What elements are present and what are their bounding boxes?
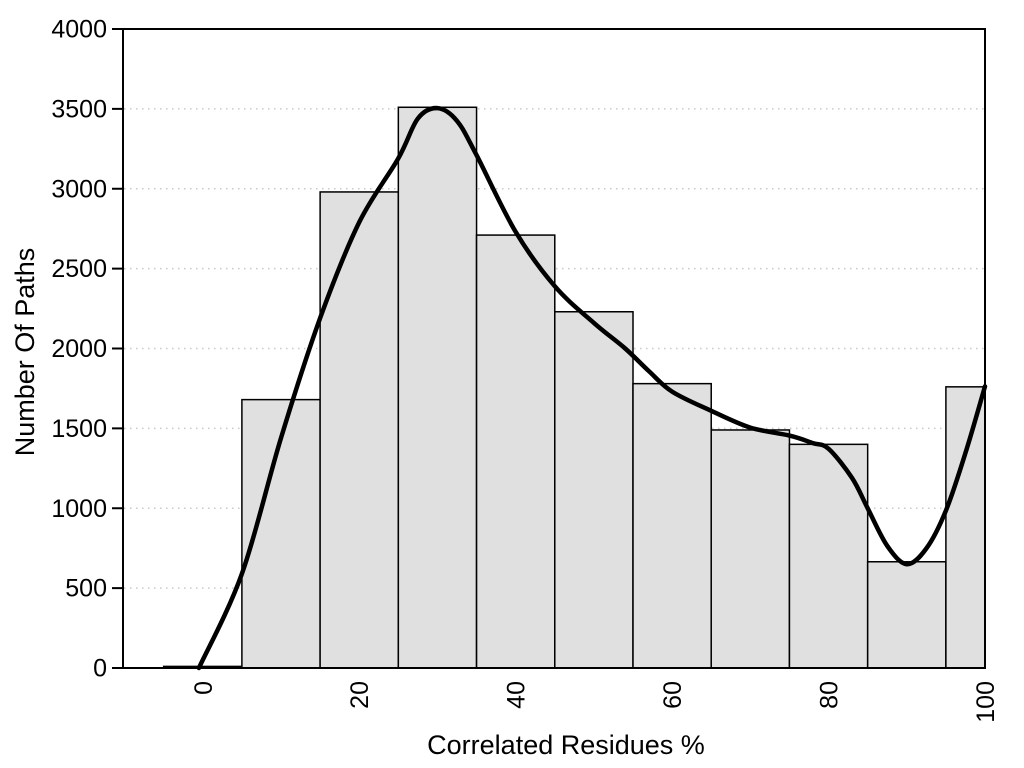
y-tick-label: 1500 [51,415,107,443]
y-tick-labels: 0 500 1000 1500 2000 2500 3000 3500 4000 [51,16,107,683]
x-tick-label: 80 [816,681,844,709]
x-tick-label: 20 [346,681,374,709]
y-tick-label: 4000 [51,16,107,44]
y-tick-label: 2000 [51,335,107,363]
x-axis-title: Correlated Residues % [427,730,705,760]
y-tick-label: 1000 [51,495,107,523]
histogram-bar [397,106,478,669]
histogram-bar [475,234,556,669]
x-tick-label: 0 [190,681,218,695]
x-tick-label: 40 [503,681,531,709]
axes [112,28,986,669]
y-tick-label: 3500 [51,95,107,123]
histogram-bar [866,561,947,669]
y-tick-label: 500 [65,575,107,603]
y-tick-label: 3000 [51,175,107,203]
y-tick-label: 2500 [51,255,107,283]
histogram-bar [945,386,986,669]
x-tick-labels: 0 20 40 60 80 100 [190,681,1000,723]
x-tick-label: 60 [659,681,687,709]
histogram-bar [632,382,712,669]
y-axis-title: Number Of Paths [10,248,40,457]
histogram-bar [710,429,791,669]
histogram-bars [162,106,986,669]
x-tick-label: 100 [972,681,1000,723]
density-curve-path [196,105,988,671]
histogram-bar [319,191,400,669]
y-tick-label: 0 [93,655,107,683]
histogram-bar [788,443,869,669]
histogram-bar [554,311,634,669]
density-curve [196,105,988,671]
